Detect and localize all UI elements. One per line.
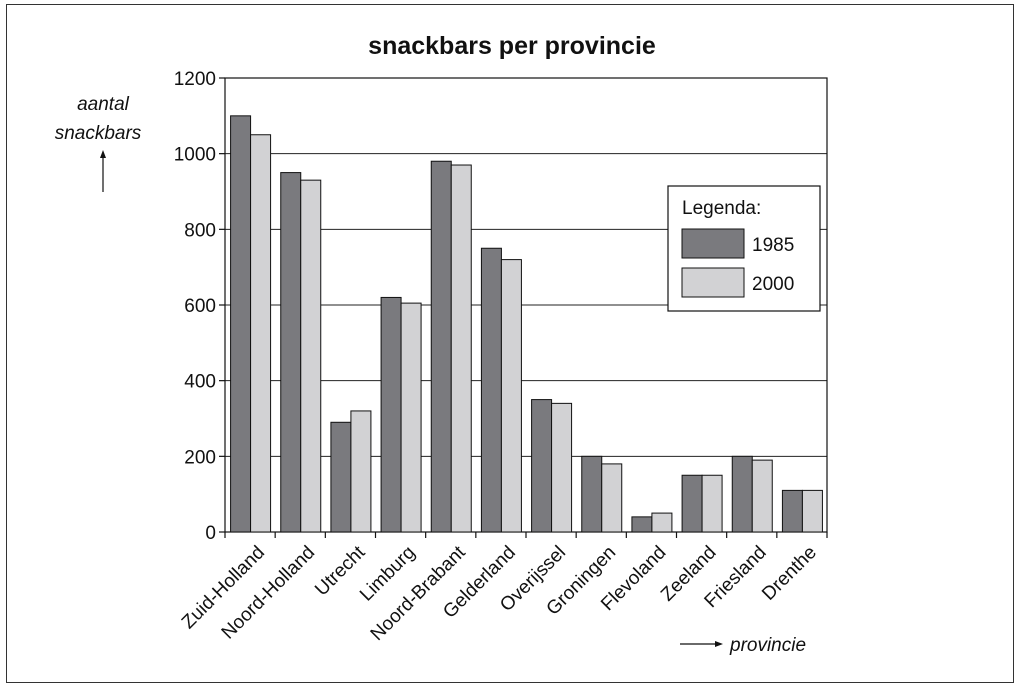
- bar-1985: [681, 474, 703, 533]
- y-tick-label: 200: [184, 447, 216, 468]
- chart-title: snackbars per provincie: [368, 32, 656, 60]
- bar-1985: [631, 516, 653, 533]
- bar-2000: [701, 474, 723, 533]
- bar-2000: [250, 134, 272, 533]
- bar-2000: [400, 302, 422, 533]
- bar-2000: [300, 179, 322, 533]
- y-tick-label: 800: [184, 220, 216, 241]
- bar-2000: [601, 463, 623, 533]
- bar-1985: [230, 115, 252, 533]
- x-axis-label: provincie: [729, 635, 806, 656]
- legend-label-2000: 2000: [752, 274, 794, 295]
- bar-1985: [781, 489, 803, 533]
- bar-1985: [280, 172, 302, 533]
- bar-2000: [350, 410, 372, 533]
- bar-1985: [581, 455, 603, 533]
- y-tick-label: 1000: [174, 145, 216, 166]
- y-tick-label: 1200: [174, 69, 216, 90]
- bar-1985: [430, 160, 452, 533]
- bar-2000: [500, 259, 522, 533]
- bar-1985: [380, 296, 402, 533]
- x-tick-label: Drenthe: [758, 542, 821, 605]
- y-tick-label: 600: [184, 296, 216, 317]
- legend-swatch-2000: [681, 267, 745, 298]
- bar-1985: [531, 399, 553, 533]
- bar-2000: [751, 459, 773, 533]
- bar-1985: [480, 247, 502, 533]
- bar-2000: [651, 512, 673, 533]
- bar-2000: [450, 164, 472, 533]
- x-axis-arrow: [680, 641, 723, 647]
- y-tick-label: 0: [205, 523, 216, 544]
- legend-title: Legenda:: [682, 198, 761, 219]
- legend-label-1985: 1985: [752, 235, 794, 256]
- bar-2000: [801, 489, 823, 533]
- plot-area: 020040060080010001200Zuid-HollandNoord-H…: [174, 69, 828, 645]
- bar-1985: [330, 421, 352, 533]
- y-tick-label: 400: [184, 372, 216, 393]
- y-axis-label-line2: snackbars: [55, 123, 142, 144]
- legend-swatch-1985: [681, 228, 745, 259]
- bar-2000: [551, 402, 573, 533]
- legend: Legenda: 1985 2000: [667, 185, 821, 312]
- bar-1985: [731, 455, 753, 533]
- y-axis-arrow: [100, 150, 106, 192]
- y-axis-label-line1: aantal: [77, 94, 130, 115]
